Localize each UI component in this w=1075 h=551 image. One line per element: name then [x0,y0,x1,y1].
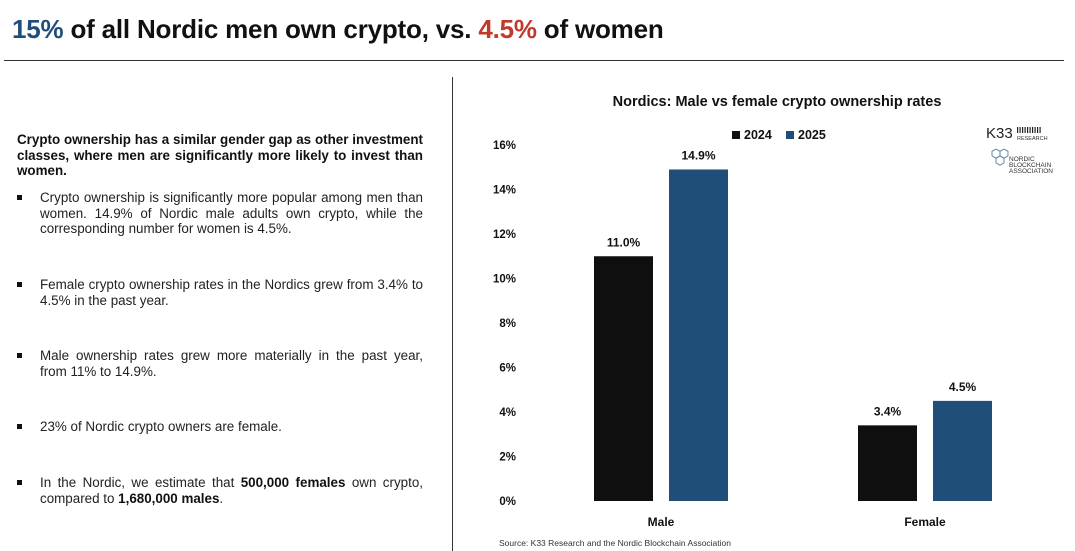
bullet-marker [17,353,22,358]
legend-swatch-2025 [786,131,794,139]
bullet-text-b: own crypto, compared to [40,475,423,506]
headline-women-pct: 4.5% [478,14,537,44]
legend-swatch-2024 [732,131,740,139]
bullet-marker [17,282,22,287]
data-labels: 11.0% 14.9% 3.4% 4.5% [607,148,977,418]
hexagon-icon [991,148,1009,166]
x-axis: Male Female [648,515,946,529]
y-tick-label: 12% [493,229,516,241]
bullet-text: Male ownership rates grew more materiall… [40,348,423,379]
headline-men-pct: 15% [12,14,64,44]
nba-logo: NORDIC BLOCKCHAIN ASSOCIATION [991,148,1053,175]
chart-legend: 2024 2025 [732,128,826,142]
bullet-bold-females: 500,000 females [240,475,346,490]
bullet-item: Female crypto ownership rates in the Nor… [17,277,423,308]
bullet-marker [17,480,22,485]
x-category-label: Female [904,515,946,529]
data-label: 11.0% [607,235,641,249]
y-tick-label: 10% [493,274,516,286]
nba-logo-line-3: ASSOCIATION [1009,168,1053,175]
bar-female-2025 [933,400,992,501]
y-tick-label: 6% [499,363,516,375]
nba-logo-line-1: NORDIC [1009,156,1035,163]
source-note: Source: K33 Research and the Nordic Bloc… [499,538,731,548]
y-tick-label: 0% [499,496,516,508]
data-label: 4.5% [949,380,977,394]
column-divider [452,77,453,551]
bullet-text: 23% of Nordic crypto owners are female. [40,419,282,434]
bars [594,169,992,501]
y-tick-label: 14% [493,185,516,197]
legend-label-2024: 2024 [744,128,772,142]
y-axis: 0% 2% 4% 6% 8% 10% 12% 14% 16% [493,140,516,508]
bullet-bold-males: 1,680,000 males [118,490,220,506]
k33-logo-text: K33 [986,125,1013,142]
header-divider [4,60,1064,61]
bar-female-2024 [858,425,917,501]
legend-label-2025: 2025 [798,128,826,142]
bullet-item: Male ownership rates grew more materiall… [17,348,423,379]
bullet-marker [17,424,22,429]
k33-bars-icon [1017,127,1041,133]
bullet-item: Crypto ownership is significantly more p… [17,190,423,237]
y-tick-label: 2% [499,452,516,464]
bullet-text: Crypto ownership is significantly more p… [40,190,423,236]
bullet-marker [17,195,22,200]
nba-logo-line-2: BLOCKCHAIN [1009,162,1052,169]
x-category-label: Male [648,515,675,529]
k33-logo-subtext: RESEARCH [1017,136,1048,142]
data-label: 14.9% [681,148,715,162]
headline-text-2: of women [536,14,664,44]
data-label: 3.4% [874,404,902,418]
bullet-item: 23% of Nordic crypto owners are female. [17,419,423,435]
y-tick-label: 8% [499,318,516,330]
page-headline: 15% of all Nordic men own crypto, vs. 4.… [12,14,664,45]
headline-text-1: of all Nordic men own crypto, vs. [63,14,479,44]
bullet-text-c: . [219,490,224,506]
bar-male-2024 [594,256,653,501]
bullet-text: Female crypto ownership rates in the Nor… [40,277,423,308]
y-tick-label: 4% [499,407,516,419]
k33-logo: K33 RESEARCH [986,125,1048,142]
bullet-text-a: In the Nordic, we estimate that [40,475,241,490]
bar-male-2025 [669,169,728,501]
y-tick-label: 16% [493,140,516,152]
intro-paragraph: Crypto ownership has a similar gender ga… [17,132,423,178]
chart-title: Nordics: Male vs female crypto ownership… [613,94,942,110]
bullet-item: In the Nordic, we estimate that 500,000 … [17,475,423,506]
ownership-chart: Nordics: Male vs female crypto ownership… [493,94,1053,548]
